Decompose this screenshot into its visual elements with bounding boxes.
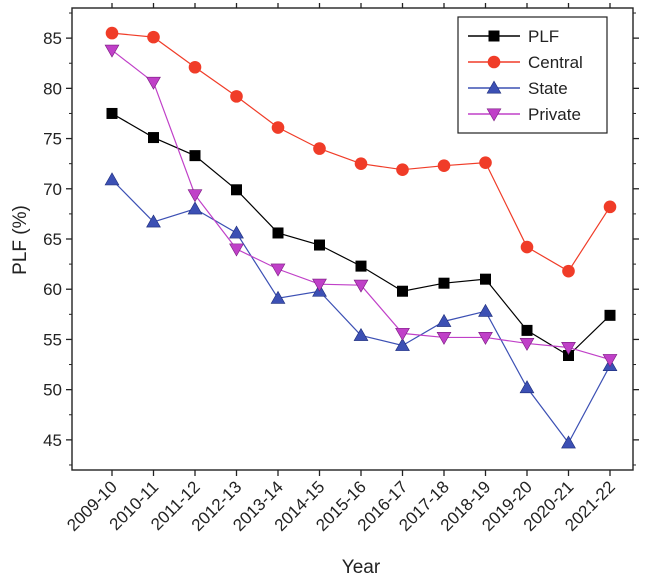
data-point [146, 214, 161, 228]
data-point [480, 273, 491, 285]
data-point [436, 331, 452, 345]
data-point [520, 240, 534, 254]
x-axis-title: Year [342, 557, 381, 578]
data-point [147, 30, 160, 44]
y-tick-label: 50 [43, 381, 62, 400]
legend-label: PLF [528, 27, 559, 46]
series-central [105, 26, 617, 278]
series-private [104, 44, 618, 368]
data-point [486, 108, 502, 122]
legend-item: State [468, 79, 568, 98]
data-point [488, 30, 500, 42]
y-tick-label: 55 [43, 330, 62, 349]
data-point [487, 55, 501, 69]
data-point [604, 309, 616, 321]
data-point [272, 227, 284, 239]
data-point [104, 172, 120, 186]
data-point [270, 290, 286, 304]
data-point [270, 263, 286, 277]
data-point [104, 44, 120, 58]
data-point [353, 327, 369, 341]
data-point [563, 350, 574, 362]
y-tick-label: 80 [43, 79, 62, 98]
data-point [603, 200, 617, 214]
data-point [486, 80, 502, 94]
data-point [106, 107, 118, 119]
data-point [438, 277, 450, 289]
legend-label: State [528, 79, 568, 98]
data-point [187, 201, 203, 215]
data-point [437, 159, 451, 172]
series-plf [106, 107, 616, 362]
data-point [188, 60, 202, 74]
data-point [312, 278, 327, 292]
y-tick-label: 85 [43, 29, 62, 48]
data-point [231, 184, 242, 196]
data-point [561, 435, 576, 449]
legend-item: Central [468, 53, 583, 72]
y-tick-label: 60 [43, 280, 62, 299]
data-point [561, 342, 576, 355]
data-point [146, 76, 161, 90]
y-axis: 45 50 55 60 65 70 75 80 85 [43, 12, 639, 466]
legend-label: Private [528, 105, 581, 124]
data-point [187, 189, 203, 203]
data-point [521, 324, 533, 336]
data-point [230, 90, 243, 103]
data-point [355, 260, 367, 272]
data-point [189, 150, 201, 162]
data-point [229, 225, 244, 239]
data-point [478, 303, 493, 317]
data-point [314, 239, 325, 251]
series-group [104, 26, 618, 449]
y-tick-label: 70 [43, 180, 62, 199]
y-axis-title: PLF (%) [10, 205, 31, 275]
legend-item: PLF [468, 27, 559, 46]
data-point [397, 285, 408, 297]
data-point [478, 331, 493, 345]
data-point [271, 121, 285, 134]
data-point [602, 354, 618, 368]
data-point [479, 156, 492, 169]
data-point [229, 243, 244, 257]
data-point [313, 142, 326, 155]
data-point [436, 313, 452, 327]
y-tick-label: 45 [43, 431, 62, 450]
data-point [354, 157, 368, 170]
series-state [104, 172, 618, 449]
data-point [396, 163, 409, 176]
data-point [148, 132, 159, 144]
series-line [111, 112, 611, 357]
y-tick-label: 75 [43, 130, 62, 149]
data-point [105, 26, 119, 40]
data-point [519, 380, 535, 394]
legend: PLF Central State Private [457, 16, 608, 134]
data-point [519, 337, 535, 351]
legend-label: Central [528, 53, 583, 72]
series-line [111, 179, 611, 444]
data-point [395, 337, 410, 351]
data-point [353, 279, 369, 293]
legend-item: Private [468, 105, 581, 124]
data-point [562, 264, 575, 278]
y-tick-label: 65 [43, 230, 62, 249]
data-point [395, 327, 410, 341]
